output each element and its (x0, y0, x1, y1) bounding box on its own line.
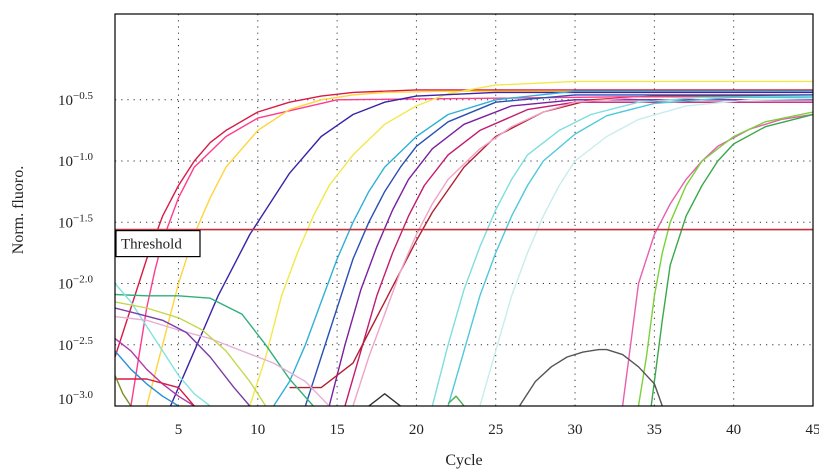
series-line-22 (115, 307, 251, 406)
series-line-3 (146, 90, 813, 406)
x-tick-label: 40 (726, 422, 741, 438)
series-line-6 (304, 94, 813, 406)
series-line-13 (447, 96, 813, 406)
series-line-26 (115, 375, 132, 406)
series-line-18 (115, 293, 314, 406)
y-tick-label: 10−1.0 (58, 151, 93, 170)
x-tick-label: 25 (488, 422, 503, 438)
series-line-29 (447, 395, 465, 406)
series-line-8 (344, 101, 813, 406)
series-line-24 (115, 301, 267, 406)
y-axis-label: Norm. fluoro. (10, 166, 27, 254)
series-line-27 (518, 348, 663, 406)
y-tick-label: 10−3.0 (58, 389, 93, 408)
series-line-20 (115, 315, 330, 406)
series-line-25 (115, 378, 195, 406)
x-tick-label: 10 (250, 422, 265, 438)
x-tick-label: 15 (330, 422, 345, 438)
y-tick-label: 10−2.5 (58, 335, 93, 354)
x-axis-ticks: 5 10 15 20 25 30 35 40 45 (175, 422, 819, 438)
y-tick-label: 10−0.5 (58, 90, 93, 109)
series-line-15 (621, 113, 813, 406)
series-line-2 (130, 94, 813, 406)
series-line-5 (169, 91, 813, 406)
y-axis-ticks: 10−0.5 10−1.0 10−1.5 10−2.0 10−2.5 10−3.0 (58, 90, 93, 408)
series-line-16 (637, 111, 813, 406)
series-line-7 (328, 99, 813, 406)
series-line-21 (115, 338, 195, 406)
threshold-label-box (115, 230, 201, 258)
series-line-9 (273, 90, 813, 406)
threshold-label: Threshold (121, 237, 182, 253)
series-line-28 (368, 393, 401, 406)
x-tick-label: 30 (568, 422, 583, 438)
series-line-11 (352, 96, 813, 406)
amplification-curves (115, 80, 813, 406)
y-tick-label: 10−2.0 (58, 274, 93, 293)
series-line-1 (115, 89, 813, 358)
series-line-23 (115, 350, 179, 406)
series-line-12 (431, 95, 813, 406)
series-line-14 (479, 97, 813, 406)
y-tick-label: 10−1.5 (58, 212, 93, 231)
x-axis-label: Cycle (445, 452, 482, 469)
grid (115, 14, 813, 406)
x-tick-label: 35 (647, 422, 662, 438)
series-line-17 (650, 113, 813, 406)
series-line-19 (115, 283, 211, 406)
series-line-4 (249, 80, 813, 406)
threshold: Threshold (115, 228, 813, 258)
x-tick-label: 45 (806, 422, 819, 438)
x-tick-label: 20 (409, 422, 424, 438)
x-tick-label: 5 (175, 422, 183, 438)
plot-frame (114, 13, 814, 407)
